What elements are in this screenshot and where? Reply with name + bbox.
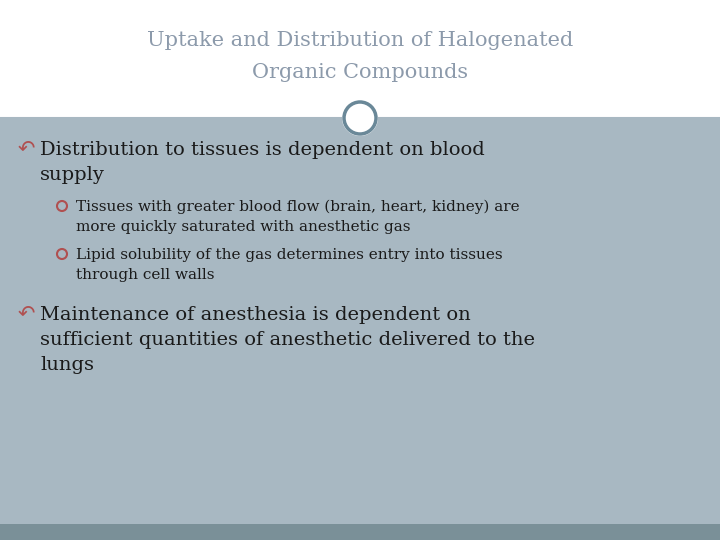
Text: sufficient quantities of anesthetic delivered to the: sufficient quantities of anesthetic deli… [40,331,535,349]
FancyBboxPatch shape [0,0,720,118]
Text: Maintenance of anesthesia is dependent on: Maintenance of anesthesia is dependent o… [40,306,471,324]
Text: through cell walls: through cell walls [76,268,215,282]
Text: supply: supply [40,166,105,184]
Text: ↶: ↶ [18,138,35,158]
Text: Uptake and Distribution of Halogenated: Uptake and Distribution of Halogenated [147,31,573,51]
Text: more quickly saturated with anesthetic gas: more quickly saturated with anesthetic g… [76,220,410,234]
Text: lungs: lungs [40,356,94,374]
Text: ↶: ↶ [18,303,35,323]
Text: Organic Compounds: Organic Compounds [252,64,468,83]
Text: Tissues with greater blood flow (brain, heart, kidney) are: Tissues with greater blood flow (brain, … [76,200,520,214]
FancyBboxPatch shape [0,524,720,540]
FancyBboxPatch shape [0,118,720,524]
Circle shape [342,100,378,136]
Text: Lipid solubility of the gas determines entry into tissues: Lipid solubility of the gas determines e… [76,248,503,262]
Text: Distribution to tissues is dependent on blood: Distribution to tissues is dependent on … [40,141,485,159]
